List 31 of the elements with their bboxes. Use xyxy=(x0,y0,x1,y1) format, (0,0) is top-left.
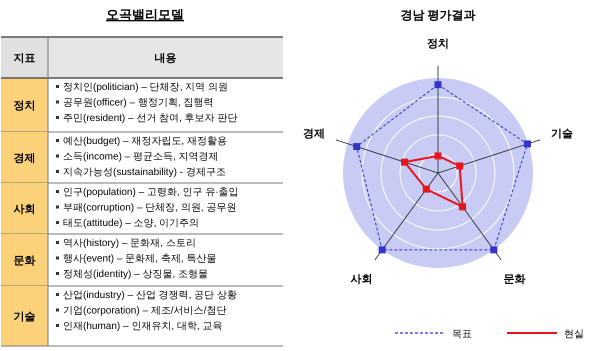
text: 정체성(identity) – 상징물, 조형물 xyxy=(63,269,208,280)
text: 오곡밸리모델 xyxy=(106,7,184,22)
spoke-label: 정치 xyxy=(427,38,449,50)
text: 행사(event) – 문화제, 축제, 특산물 xyxy=(63,254,216,264)
text: 소득(income) – 평균소득, 지역경제 xyxy=(63,152,219,162)
text: 역사(history) – 문화재, 스토리 xyxy=(63,238,196,249)
text: 공무원(officer) – 행정기획, 집행력 xyxy=(63,98,214,108)
spoke-label: 경제 xyxy=(303,128,326,140)
spoke-label: 문화 xyxy=(504,273,526,286)
text: 인재(human) – 인재유치, 대학, 교육 xyxy=(63,321,222,332)
category-label: 기술 xyxy=(14,311,36,323)
text: 인구(population) – 고령화, 인구 유·출입 xyxy=(63,187,239,198)
legend-label: 목표 xyxy=(452,329,472,340)
text: 정치인(politician) – 단체장, 지역 의원 xyxy=(63,82,228,93)
text: 주민(resident) – 선거 참여, 후보자 판단 xyxy=(63,113,238,124)
text: 지표 xyxy=(12,52,36,64)
text: 산업(industry) – 산업 경쟁력, 공단 상황 xyxy=(63,290,237,301)
category-label: 정치 xyxy=(14,100,36,112)
text: 부패(corruption) – 단체장, 의원, 공무원 xyxy=(63,202,236,214)
category-label: 문화 xyxy=(14,255,36,267)
text: 내용 xyxy=(154,52,176,64)
spoke-label: 사회 xyxy=(350,273,372,286)
text: 예산(budget) – 재정자립도, 재정활용 xyxy=(63,136,227,147)
spoke-label: 기술 xyxy=(550,128,573,140)
legend-label: 현실 xyxy=(564,329,584,340)
text: 태도(attitude) – 소양, 이기주의 xyxy=(63,218,200,229)
text: 지속가능성(sustainability) - 경제구조 xyxy=(63,167,226,178)
category-label: 경제 xyxy=(14,152,36,164)
text: 기업(corporation) – 제조/서비스/첨단 xyxy=(63,306,226,316)
category-label: 사회 xyxy=(14,204,36,216)
chart-title: 경남 평가결과 xyxy=(400,8,476,22)
